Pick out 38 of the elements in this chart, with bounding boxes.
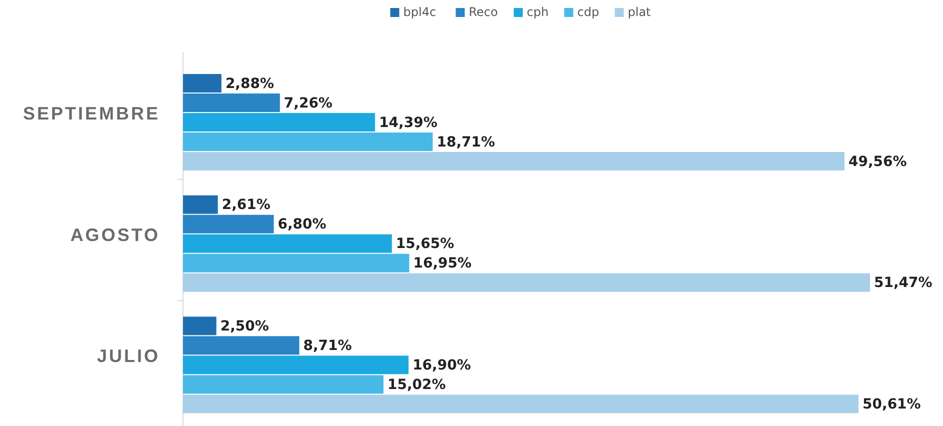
bar [183,74,222,92]
bar [183,94,280,112]
bar [183,234,392,253]
data-label: 16,90% [412,357,471,374]
bar [183,356,409,374]
bar [183,195,218,214]
bar [183,113,376,132]
data-label: 15,02% [387,376,446,393]
data-label: 7,26% [284,95,332,112]
bar [183,375,384,394]
data-label: 50,61% [862,396,921,412]
y-tick-label: SEPTIEMBRE [22,104,160,124]
data-label: 2,88% [225,76,274,92]
data-label: 18,71% [436,134,496,150]
data-label: 6,80% [278,216,326,233]
legend-label: cph [526,5,549,19]
data-label: 8,71% [303,338,352,354]
data-label: 2,61% [222,197,270,214]
legend-label: Reco [468,5,498,19]
bar [183,394,859,414]
bar [183,132,433,151]
legend-label: bpl4c [403,5,436,19]
data-label: 49,56% [848,154,907,170]
data-label: 2,50% [220,318,269,334]
bar [183,214,274,234]
bar [183,336,300,355]
bar [183,273,870,292]
legend-label: cdp [577,5,600,19]
bar [183,152,845,170]
data-label: 16,95% [413,256,472,272]
bar [183,316,216,336]
data-label: 15,65% [396,236,454,252]
y-tick-label: JULIO [96,346,160,366]
y-tick-label: AGOSTO [70,224,160,245]
bar [183,254,410,272]
legend-label: plat [628,5,652,19]
data-label: 51,47% [874,275,932,292]
data-label: 14,39% [379,114,438,131]
